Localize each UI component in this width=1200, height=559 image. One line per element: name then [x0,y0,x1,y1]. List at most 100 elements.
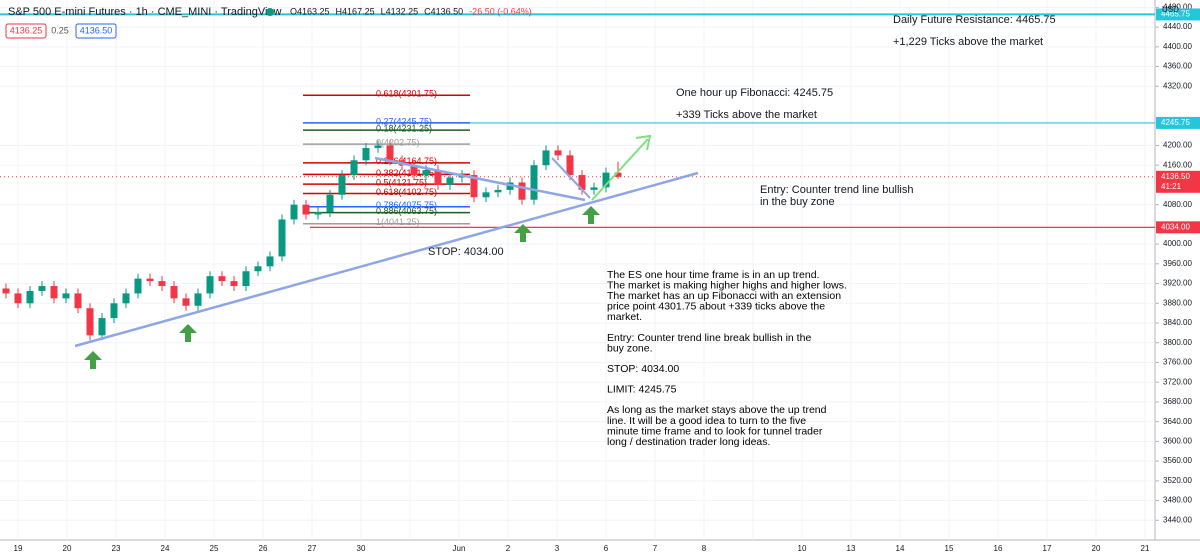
candle-body [2,288,10,294]
candle-body [254,266,262,272]
price-badge [1156,8,1200,21]
price-badge-label: 4034.00 [1161,222,1190,231]
price-badge-label: 4465.75 [1161,10,1190,19]
candle-body [278,219,286,257]
x-tick-label: 6 [604,544,609,553]
price-axis: 4480.00 4440.00 4400.00 4360.00 4320.00 4200.… [1155,3,1200,524]
y-tick-label: 4080.00 [1163,200,1192,209]
candle-body [422,170,430,176]
candles [2,140,622,341]
ohlc-value: O4163.25 [290,6,330,16]
bid: 4136.25 [10,25,43,35]
candle-body [314,212,322,215]
candle-body [290,204,298,220]
x-tick-label: 30 [357,544,366,553]
y-tick-label: 3640.00 [1163,417,1192,426]
candle-body [26,290,34,304]
candle-body [326,194,334,213]
candle-body [494,189,502,193]
candle-body [542,150,550,166]
y-tick-label: 3920.00 [1163,279,1192,288]
up-arrow [84,351,102,369]
last-price-label: 4136.50 [1161,172,1190,181]
x-tick-label: 26 [259,544,268,553]
fibonacci: 0.618(4301.75) 0.27(4245.75)0.18(4231.25)… [303,89,470,227]
x-tick-label: 14 [896,544,905,553]
x-tick-label: 20 [1092,544,1101,553]
annotation: +339 Ticks above the market [676,109,817,121]
fib-label: 0.382(4141.35) [376,168,437,178]
annotation: in the buy zone [760,196,835,208]
fib-label: 0.618(4102.75) [376,187,437,197]
candle-body [50,286,58,299]
x-tick-label: 3 [555,544,560,553]
x-tick-label: 15 [945,544,954,553]
up-arrow [514,224,532,242]
candle-body [194,293,202,306]
up-arrow [179,324,197,342]
candle-body [350,160,358,176]
note-line: The market has an up Fibonacci with an e… [607,290,841,302]
note-line: price point 4301.75 about +339 ticks abo… [607,301,825,313]
candle-body [302,204,310,215]
y-tick-label: 4160.00 [1163,160,1192,169]
y-tick-label: 3960.00 [1163,259,1192,268]
chart-title: S&P 500 E-mini Futures · 1h · CME_MINI ·… [8,6,282,18]
note-line: minute time frame and to look for tunnel… [607,425,823,437]
candle-body [602,172,610,188]
candle-body [362,147,370,161]
annotation: +1,229 Ticks above the market [893,36,1043,48]
projection-arrow [591,138,649,201]
y-tick-label: 3440.00 [1163,515,1192,524]
annotation: Daily Future Resistance: 4465.75 [893,14,1056,26]
candle-body [446,177,454,185]
candle-body [242,271,250,287]
ohlc-value: H4167.25 [336,6,375,16]
up-arrow [582,206,600,224]
up-trend-line [74,171,699,348]
candle-body [86,308,94,336]
candle-body [386,145,394,161]
status-dot [266,8,274,16]
candle-body [62,293,70,299]
candle-body [566,155,574,176]
note-line: market. [607,311,642,323]
candle-body [530,165,538,200]
x-tick-label: 8 [702,544,707,553]
note-line: buy zone. [607,342,653,354]
ask-box[interactable] [75,23,117,39]
note-line: line. It will be a good idea to turn to … [607,415,806,427]
candle-body [122,293,130,304]
y-tick-label: 3760.00 [1163,358,1192,367]
fib-label: 1(4041.25) [376,217,420,227]
y-tick-label: 3480.00 [1163,496,1192,505]
candle-body [110,303,118,319]
price-badge [1156,116,1200,129]
note-line: The market is making higher highs and hi… [607,279,847,291]
counter-trend-line [374,156,586,202]
x-tick-label: Jun [453,544,466,553]
x-tick-label: 23 [112,544,121,553]
drawings [74,134,699,369]
candle-body [182,298,190,306]
fib-label: 0(4202.75) [376,137,420,147]
y-tick-label: 3720.00 [1163,377,1192,386]
bid-box[interactable] [5,23,47,39]
y-tick-label: 3880.00 [1163,298,1192,307]
ohlc-value: -26.50 (-0.64%) [469,6,532,16]
y-tick-label: 3840.00 [1163,318,1192,327]
counter-trend-line [551,157,591,199]
grid [0,0,1155,540]
note-line: The ES one hour time frame is in an up t… [607,269,819,281]
candle-body [206,276,214,294]
candle-body [74,293,82,309]
candle-body [482,192,490,198]
candle-body [14,293,22,304]
y-tick-label: 4480.00 [1163,3,1192,12]
projection-arrow-head [635,134,652,151]
candle-body [146,278,154,282]
ohlc-legend: O4163.25 H4167.25 L4132.25 C4136.50 -26.50 (… [290,6,532,16]
fib-label: 0.786(4075.75) [376,200,437,210]
candle-body [470,175,478,198]
